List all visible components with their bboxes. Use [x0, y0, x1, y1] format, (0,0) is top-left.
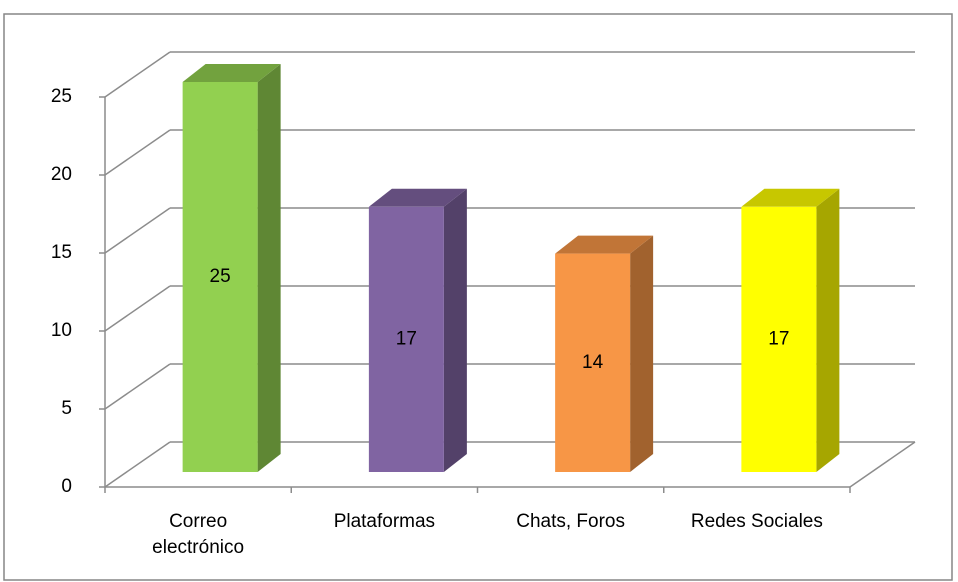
bar-side — [630, 235, 654, 472]
x-tick-label: Plataformas — [333, 511, 436, 532]
bar — [555, 253, 631, 472]
bar-top — [182, 64, 281, 82]
x-tick-label: Chats, Foros — [516, 511, 625, 532]
y-tick-label: 5 — [61, 398, 72, 419]
grid-line-side — [104, 285, 171, 332]
y-tick-label: 20 — [51, 164, 72, 185]
data-label: 25 — [210, 266, 231, 287]
bar-side — [816, 188, 840, 473]
data-label: 17 — [768, 328, 789, 349]
y-tick-label: 10 — [51, 320, 72, 341]
floor-edge — [849, 441, 916, 488]
data-label: 17 — [396, 328, 417, 349]
grid-line-side — [104, 129, 171, 176]
bar-top — [741, 188, 840, 207]
bar-top — [555, 235, 654, 254]
y-tick-label: 15 — [51, 242, 72, 263]
grid-line-side — [104, 363, 171, 410]
y-tick-label: 0 — [61, 476, 72, 497]
grid-line-side — [104, 51, 171, 98]
bar-side — [443, 188, 467, 473]
data-label: 14 — [582, 352, 604, 373]
bar-top — [368, 188, 467, 207]
x-tick-label: Redes Sociales — [690, 511, 823, 532]
bar — [741, 206, 817, 473]
grid-line-side — [104, 441, 171, 488]
y-tick-label: 25 — [51, 86, 72, 107]
bar — [368, 206, 444, 473]
bar — [182, 82, 258, 472]
x-tick-label: Correo electrónico — [152, 511, 245, 558]
grid-line-side — [104, 207, 171, 254]
bar-side — [257, 64, 281, 472]
